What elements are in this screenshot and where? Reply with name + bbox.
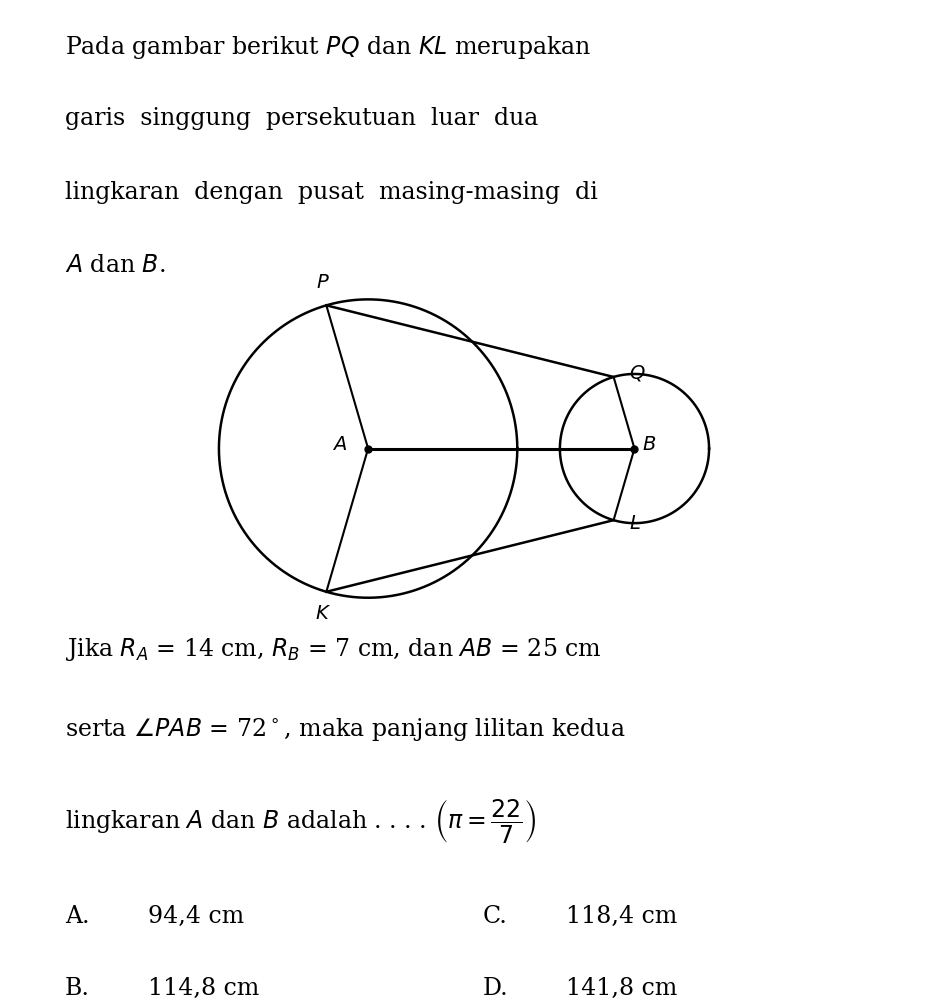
- Text: A.: A.: [65, 904, 90, 927]
- Text: B.: B.: [65, 978, 90, 1000]
- Text: garis  singgung  persekutuan  luar  dua: garis singgung persekutuan luar dua: [65, 107, 538, 130]
- Text: lingkaran  dengan  pusat  masing-masing  di: lingkaran dengan pusat masing-masing di: [65, 180, 597, 204]
- Text: $A$: $A$: [332, 435, 347, 454]
- Text: Pada gambar berikut $\mathit{PQ}$ dan $\mathit{KL}$ merupakan: Pada gambar berikut $\mathit{PQ}$ dan $\…: [65, 34, 590, 60]
- Text: $P$: $P$: [315, 274, 329, 292]
- Text: $Q$: $Q$: [628, 363, 644, 383]
- Text: $L$: $L$: [628, 515, 640, 533]
- Text: 118,4 cm: 118,4 cm: [565, 904, 677, 927]
- Text: lingkaran $A$ dan $B$ adalah . . . . $\left(\pi = \dfrac{22}{7}\right)$: lingkaran $A$ dan $B$ adalah . . . . $\l…: [65, 797, 536, 846]
- Text: 94,4 cm: 94,4 cm: [148, 904, 245, 927]
- Text: C.: C.: [482, 904, 507, 927]
- Text: $B$: $B$: [641, 435, 655, 454]
- Text: $K$: $K$: [314, 605, 330, 623]
- Text: 114,8 cm: 114,8 cm: [148, 978, 260, 1000]
- Text: D.: D.: [482, 978, 508, 1000]
- Text: serta $\angle PAB$ = 72$^\circ$, maka panjang lilitan kedua: serta $\angle PAB$ = 72$^\circ$, maka pa…: [65, 717, 625, 744]
- Text: Jika $R_A$ = 14 cm, $R_B$ = 7 cm, dan $AB$ = 25 cm: Jika $R_A$ = 14 cm, $R_B$ = 7 cm, dan $A…: [65, 636, 601, 663]
- Text: $\mathit{A}$ dan $\mathit{B}$.: $\mathit{A}$ dan $\mathit{B}$.: [65, 254, 165, 277]
- Text: 141,8 cm: 141,8 cm: [565, 978, 677, 1000]
